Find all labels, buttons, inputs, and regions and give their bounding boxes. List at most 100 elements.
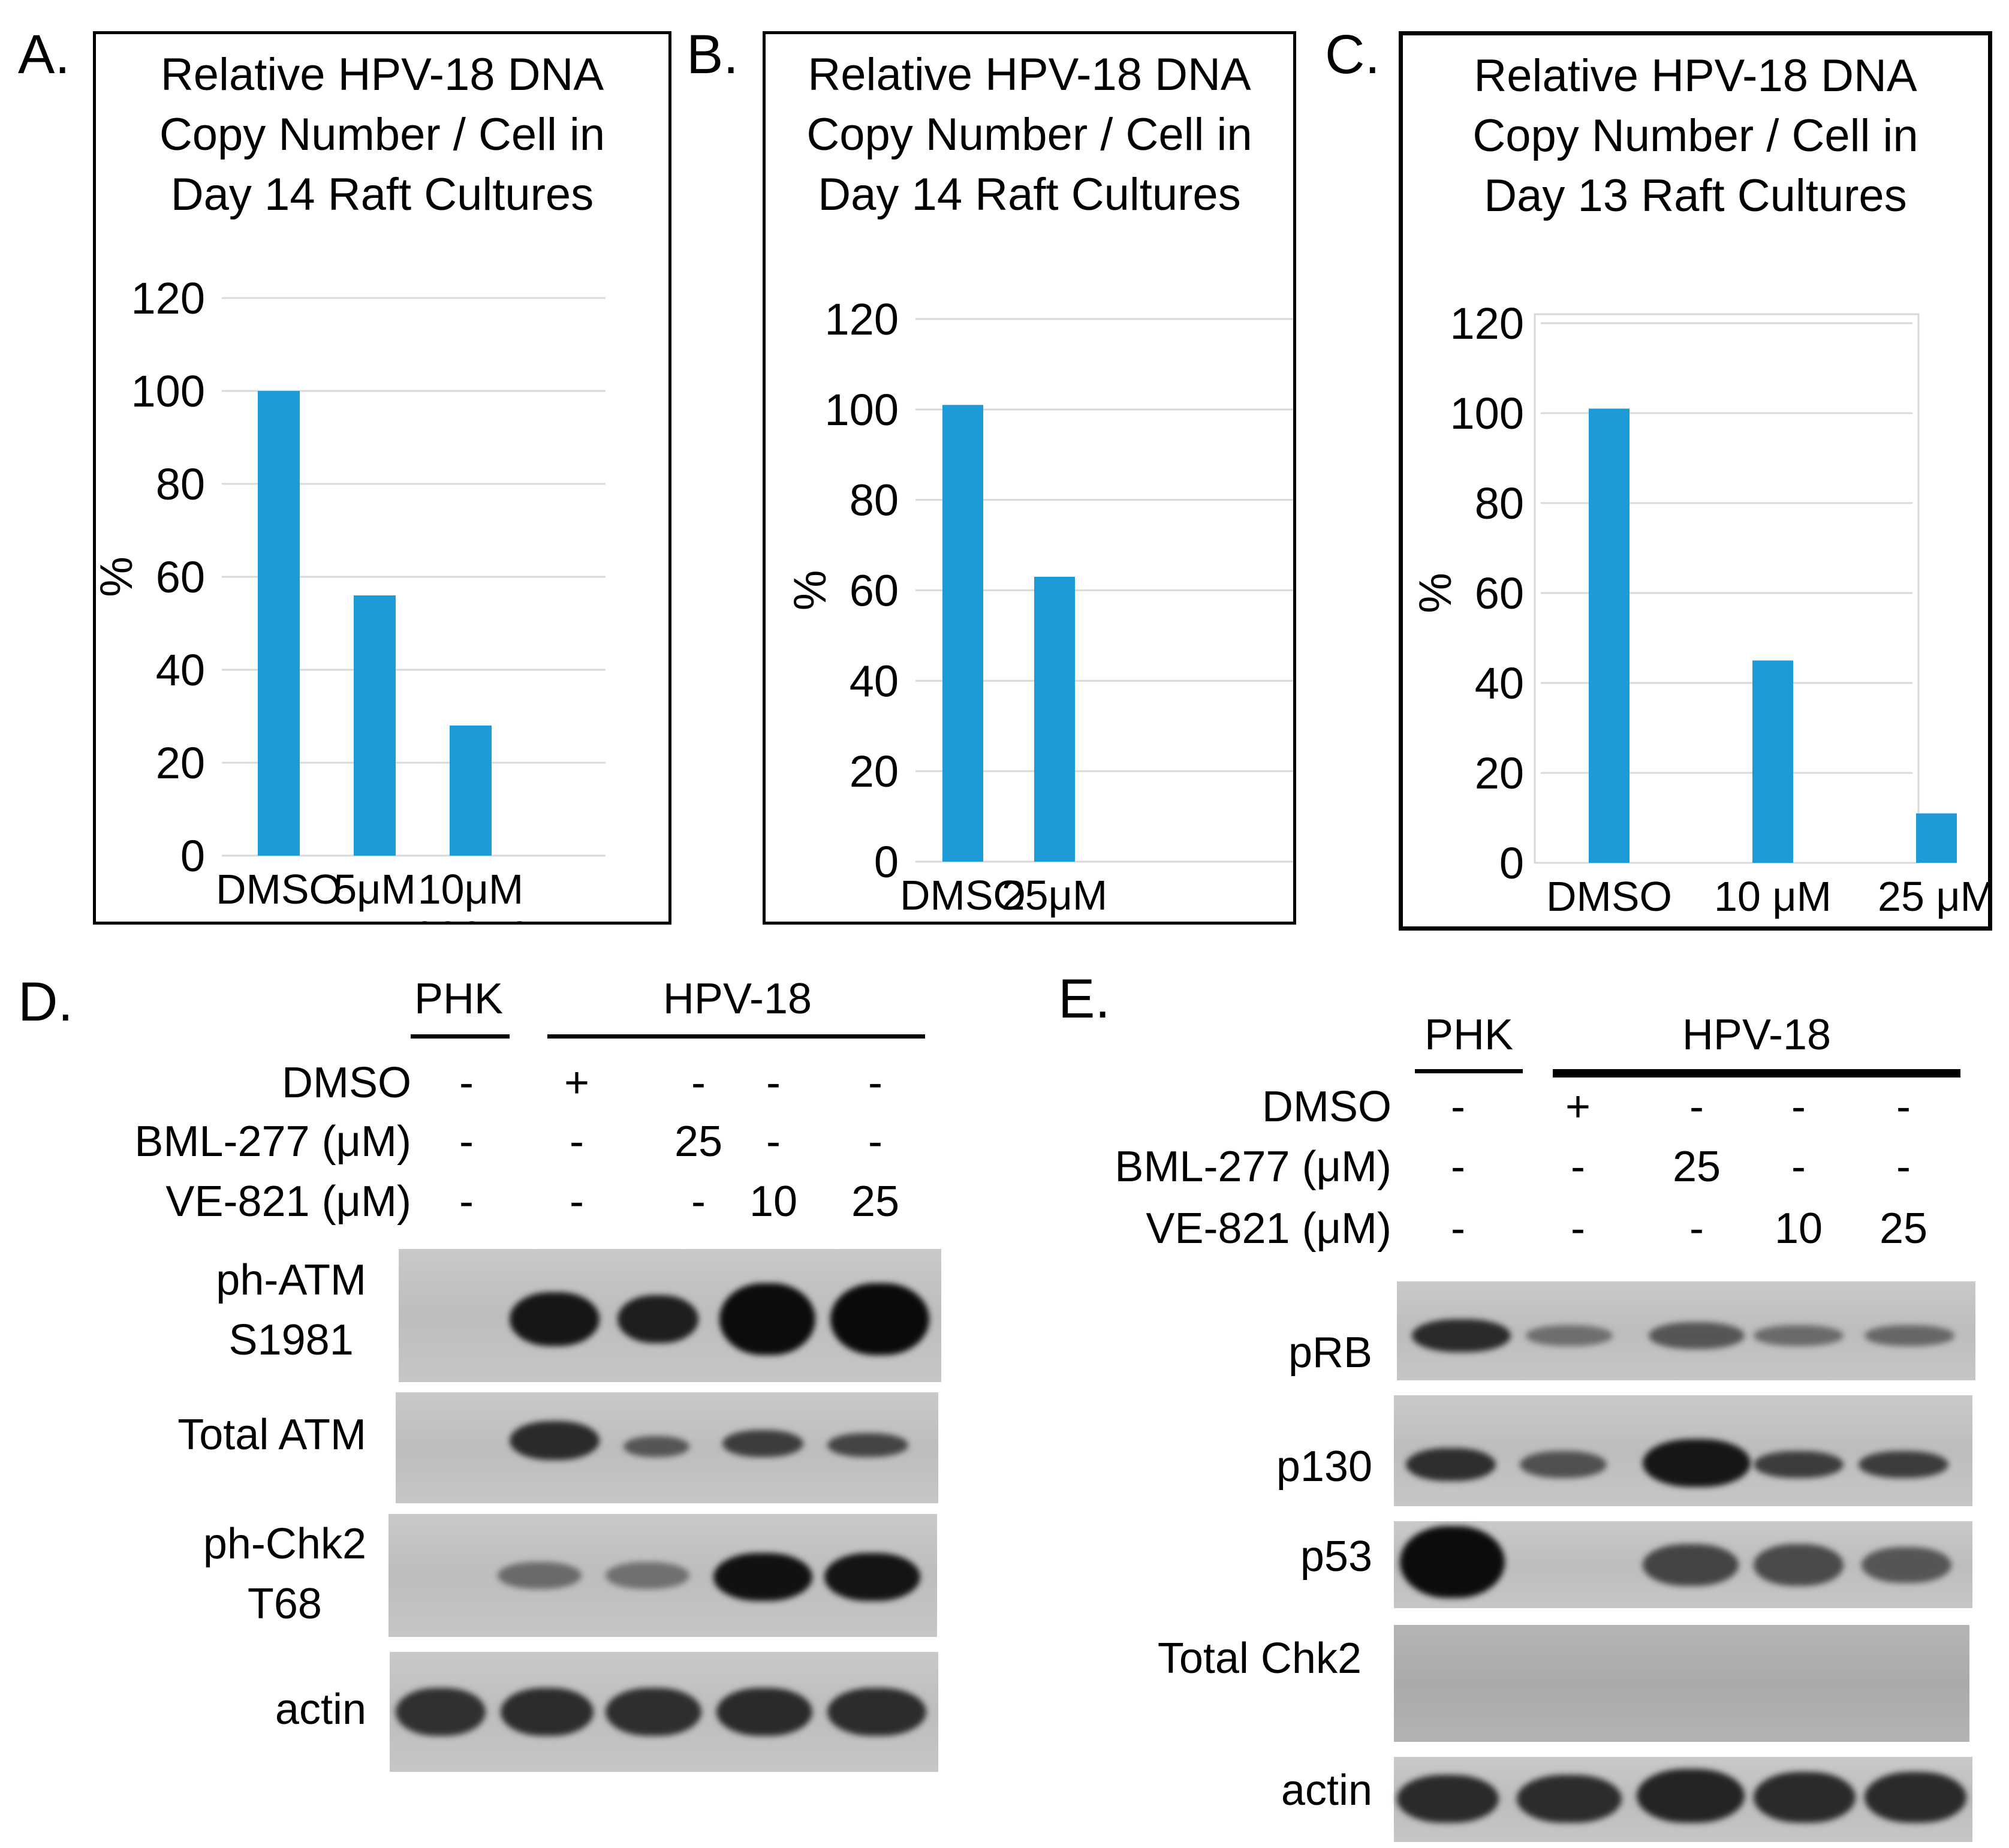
d-treatment-cell: - bbox=[570, 1118, 584, 1166]
d-label-ph-chk2-line1: ph-Chk2 bbox=[203, 1520, 366, 1568]
chart-1-xtick-label: 25μM bbox=[1002, 872, 1108, 919]
e-treatment-cell: 10 bbox=[1774, 1205, 1823, 1253]
band-ph-atm bbox=[510, 1292, 600, 1346]
chart-0-ytick-label: 20 bbox=[156, 738, 205, 788]
e-treatment-cell: - bbox=[1451, 1083, 1465, 1131]
d-header-hpv18: HPV-18 bbox=[662, 975, 812, 1023]
chart-0-ytick-label: 80 bbox=[156, 459, 205, 509]
chart-a-title-line-2: Copy Number / Cell in bbox=[159, 109, 606, 160]
chart-2-ytick-label: 60 bbox=[1475, 568, 1524, 618]
band-p53 bbox=[1862, 1547, 1951, 1583]
e-treatment-cell: - bbox=[1689, 1083, 1704, 1131]
band-prb bbox=[1865, 1325, 1954, 1346]
d-blot-label-ph-chk2: ph-Chk2 T68 bbox=[203, 1514, 366, 1634]
band-p53 bbox=[1754, 1544, 1844, 1586]
chart-2-bar bbox=[1752, 660, 1793, 863]
chart-2-xtick-label: 10 μM bbox=[1714, 873, 1832, 920]
band-actin bbox=[1517, 1775, 1622, 1823]
chart-2-ytick-label: 0 bbox=[1499, 838, 1524, 888]
chart-1-ytick-label: 100 bbox=[825, 385, 899, 435]
band-total-atm bbox=[510, 1421, 600, 1460]
chart-b-title-line-2: Copy Number / Cell in bbox=[806, 109, 1252, 160]
d-hpv18-underline bbox=[547, 1034, 925, 1039]
chart-1-ylabel: % bbox=[785, 570, 836, 611]
chart-2-xlabel: VE-821 bbox=[1761, 920, 1905, 929]
chart-1-xlabel: BML-277 bbox=[969, 919, 1144, 922]
e-treatment-cell: - bbox=[1791, 1143, 1806, 1191]
d-treatment-cell: - bbox=[766, 1118, 781, 1166]
band-ph-atm bbox=[618, 1295, 698, 1343]
chart-1-ytick-label: 80 bbox=[850, 475, 899, 525]
chart-a-title-line-1: Relative HPV-18 DNA bbox=[160, 49, 604, 100]
chart-2-ytick-label: 100 bbox=[1450, 389, 1524, 438]
e-treatment-cell: + bbox=[1565, 1083, 1591, 1131]
panel-label-b: B. bbox=[686, 24, 739, 85]
band-actin bbox=[501, 1688, 594, 1736]
e-header-hpv18: HPV-18 bbox=[1682, 1011, 1832, 1059]
chart-2-bar bbox=[1916, 813, 1957, 863]
d-treatment-cell: - bbox=[459, 1118, 474, 1166]
chart-0-bar bbox=[258, 391, 300, 856]
band-p130 bbox=[1406, 1448, 1496, 1481]
band-ph-atm bbox=[719, 1283, 815, 1355]
band-actin bbox=[1865, 1772, 1966, 1823]
band-ph-chk2 bbox=[498, 1562, 582, 1589]
d-label-ph-chk2-line2: T68 bbox=[247, 1580, 322, 1628]
band-actin bbox=[606, 1688, 701, 1736]
chart-b-title-line-3: Day 14 Raft Cultures bbox=[818, 169, 1241, 220]
chart-0-xtick-label: DMSO bbox=[216, 866, 342, 913]
chart-b-title-line-1: Relative HPV-18 DNA bbox=[808, 49, 1251, 100]
chart-0-bar bbox=[354, 595, 396, 856]
chart-1-bar bbox=[942, 405, 983, 862]
band-prb bbox=[1649, 1322, 1745, 1349]
band-ph-atm bbox=[830, 1283, 929, 1355]
chart-c-title-line-2: Copy Number / Cell in bbox=[1472, 110, 1918, 161]
chart-c-title-line-1: Relative HPV-18 DNA bbox=[1474, 50, 1917, 101]
chart-panel-a: Relative HPV-18 DNA Copy Number / Cell i… bbox=[93, 31, 671, 925]
e-treatment-cell: - bbox=[1571, 1205, 1585, 1253]
e-treatment-label-0: DMSO bbox=[1262, 1083, 1391, 1131]
d-blot-label-ph-atm: ph-ATM S1981 bbox=[216, 1250, 366, 1370]
d-blot-label-actin: actin bbox=[275, 1686, 366, 1733]
band-prb bbox=[1526, 1325, 1613, 1346]
d-treatment-label-0: DMSO bbox=[282, 1059, 411, 1107]
e-treatment-cell: - bbox=[1571, 1143, 1585, 1191]
chart-b-plot: 0 20 40 60 80 100 120% DMSO25μMBML-277 bbox=[785, 294, 1293, 922]
chart-1-ytick-label: 20 bbox=[850, 747, 899, 796]
e-treatment-cell: - bbox=[1896, 1083, 1911, 1131]
band-p53 bbox=[1643, 1544, 1739, 1586]
e-blot-label-p130: p130 bbox=[1276, 1443, 1372, 1491]
d-treatment-cell: 25 bbox=[851, 1178, 900, 1226]
e-treatment-cell: - bbox=[1451, 1143, 1465, 1191]
e-phk-underline bbox=[1415, 1069, 1523, 1073]
panel-label-a: A. bbox=[18, 24, 70, 85]
chart-1-xtick-label: DMSO bbox=[900, 872, 1026, 919]
d-label-ph-atm-line2: S1981 bbox=[228, 1316, 354, 1364]
band-p130 bbox=[1754, 1451, 1844, 1478]
band-actin bbox=[1637, 1769, 1745, 1823]
d-treatment-cell: 25 bbox=[674, 1118, 723, 1166]
e-treatment-cell: - bbox=[1689, 1205, 1704, 1253]
e-blot-label-p53: p53 bbox=[1300, 1533, 1372, 1581]
band-ph-chk2 bbox=[824, 1553, 920, 1601]
chart-panel-c: Relative HPV-18 DNA Copy Number / Cell i… bbox=[1399, 31, 1992, 931]
band-p130 bbox=[1859, 1451, 1948, 1478]
chart-0-ytick-label: 100 bbox=[131, 366, 205, 416]
d-treatment-cell: - bbox=[766, 1059, 781, 1107]
e-blot-total-chk2 bbox=[1394, 1625, 1969, 1742]
d-treatment-cell: + bbox=[564, 1059, 590, 1107]
chart-c-title-line-3: Day 13 Raft Cultures bbox=[1484, 170, 1907, 221]
e-treatment-cell: - bbox=[1896, 1143, 1911, 1191]
chart-2-ylabel: % bbox=[1410, 573, 1461, 613]
chart-b-title: Relative HPV-18 DNA Copy Number / Cell i… bbox=[766, 45, 1293, 225]
band-total-atm bbox=[624, 1436, 689, 1457]
band-p130 bbox=[1520, 1451, 1607, 1478]
band-actin bbox=[1397, 1775, 1499, 1823]
d-treatment-label-2: VE-821 (μM) bbox=[165, 1178, 411, 1226]
band-ph-chk2 bbox=[606, 1562, 689, 1589]
band-prb bbox=[1412, 1319, 1511, 1352]
chart-a-title-line-3: Day 14 Raft Cultures bbox=[170, 169, 594, 220]
band-actin bbox=[716, 1688, 812, 1736]
chart-0-ylabel: % bbox=[96, 556, 142, 597]
d-treatment-cell: - bbox=[691, 1059, 706, 1107]
